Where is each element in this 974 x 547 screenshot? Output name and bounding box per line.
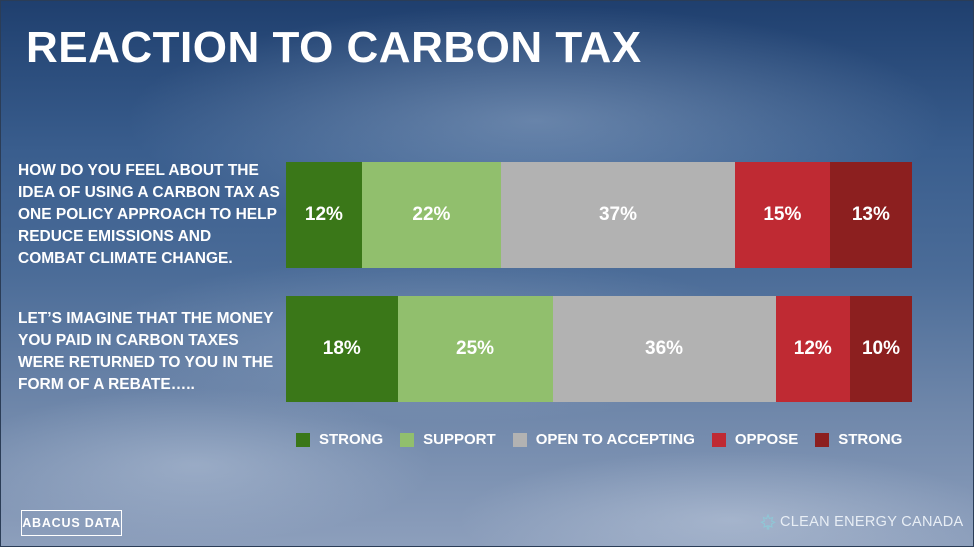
legend-label: OPPOSE [734,431,799,448]
legend-item-open: OPEN TO ACCEPTING [512,431,695,448]
clean-energy-canada-logo: CLEAN ENERGY CANADA [760,514,964,530]
chart-legend: STRONG SUPPORT OPEN TO ACCEPTING OPPOSE STRO… [296,431,919,448]
legend-swatch [296,432,310,447]
legend-label: STRONG [319,431,384,448]
bar-segment-support: 22% [361,162,501,268]
clean-energy-canada-text: CLEAN ENERGY CANADA [780,514,964,530]
page-title: REACTION TO CARBON TAX [26,23,642,72]
bar-segment-oppose: 12% [775,296,850,402]
legend-label: OPEN TO ACCEPTING [535,431,695,448]
legend-swatch [400,432,415,447]
bar-segment-oppose: 15% [734,162,830,268]
stacked-bar-1: 12% 22% 37% 15% 13% [286,162,912,268]
bar-segment-strong-oppose: 10% [850,296,912,402]
bar-segment-strong-oppose: 13% [829,162,912,268]
abacus-data-logo: ABACUS DATA [21,510,122,536]
legend-item-strong-oppose: STRONG [815,431,902,448]
maple-leaf-icon [760,514,776,530]
legend-item-support: SUPPORT [400,431,496,448]
legend-label: STRONG [838,431,903,448]
legend-swatch [711,432,726,447]
bar-segment-strong-support: 12% [286,162,362,268]
bar-segment-open: 37% [500,162,735,268]
legend-label: SUPPORT [423,431,496,448]
legend-swatch [512,432,527,447]
legend-swatch [815,432,830,447]
stacked-bar-2: 18% 25% 36% 12% 10% [286,296,912,402]
legend-item-strong-support: STRONG [296,431,383,448]
legend-item-oppose: OPPOSE [711,431,799,448]
bar-segment-support: 25% [397,296,553,402]
question-label-1: HOW DO YOU FEEL ABOUT THE IDEA OF USING … [18,162,280,267]
bar-segment-open: 36% [552,296,776,402]
question-label-2: LET’S IMAGINE THAT THE MONEY YOU PAID IN… [18,310,274,393]
bar-segment-strong-support: 18% [286,296,398,402]
